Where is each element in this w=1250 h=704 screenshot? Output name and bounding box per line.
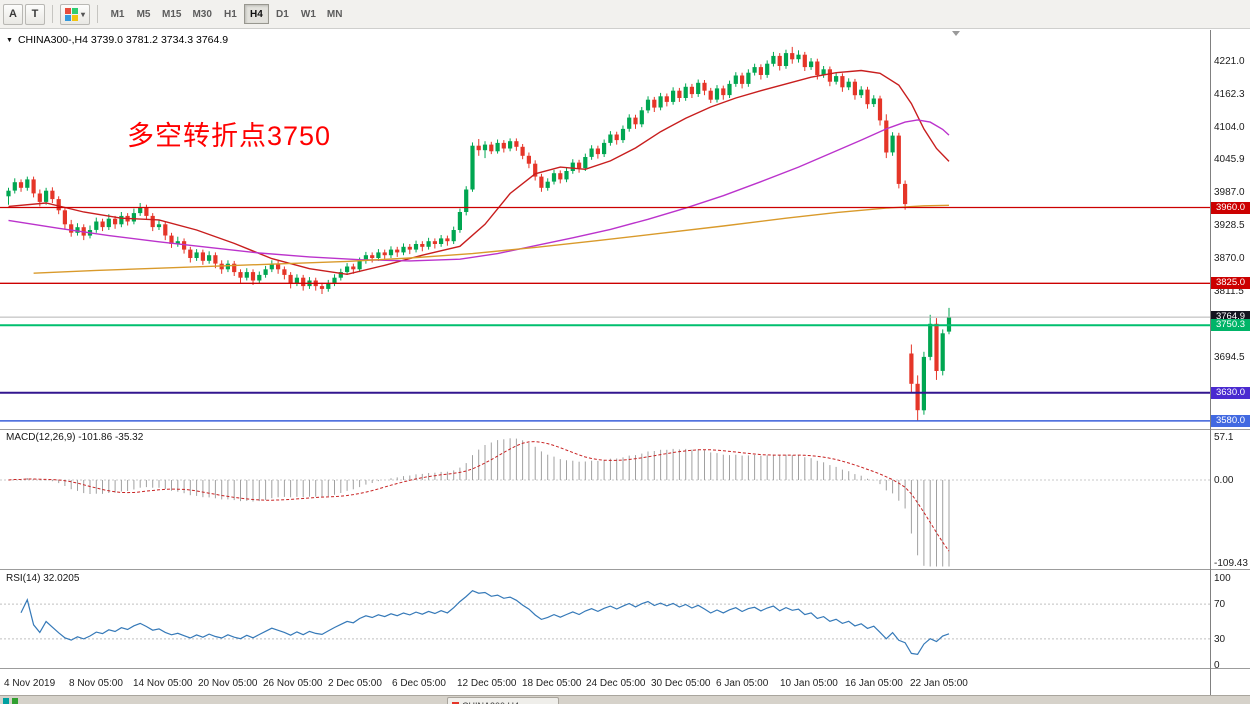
cursor-tool-button[interactable]: A (3, 3, 23, 25)
macd-value-main: -101.86 (78, 432, 113, 443)
ma-line-fast-red (8, 69, 950, 276)
timeframe-button-m1[interactable]: M1 (110, 8, 125, 20)
toolbar: A T ▾ M1 M5 M15 M30 H1 H4 D1 W1 MN (0, 0, 1250, 29)
chart-shift-marker-icon (952, 31, 960, 36)
rsi-name: RSI(14) (6, 573, 41, 584)
timeframe-group: M1 M5 M15 M30 H1 H4 D1 W1 MN (105, 4, 347, 24)
timeframe-button-w1[interactable]: W1 (300, 8, 316, 20)
timeframe-button-m15[interactable]: M15 (162, 8, 182, 20)
chart-annotation: 多空转折点3750 (127, 121, 332, 151)
rsi-line (20, 590, 950, 655)
macd-name: MACD(12,26,9) (6, 432, 76, 443)
toolbar-separator (52, 5, 53, 23)
timeframe-button-m30[interactable]: M30 (192, 8, 212, 20)
chart-tab-icon (452, 702, 459, 704)
taskbar-icon[interactable] (12, 698, 18, 704)
chart-tools-dropdown-button[interactable]: ▾ (60, 3, 91, 25)
chart-tabs-bar: CHINA300,H4 (0, 695, 1250, 704)
horizontal-lines-group (0, 206, 1210, 422)
rsi-label: RSI(14) 32.0205 (6, 573, 79, 584)
timeframe-button-m5[interactable]: M5 (136, 8, 151, 20)
rsi-value: 32.0205 (43, 573, 80, 584)
macd-value-signal: -35.32 (114, 432, 144, 443)
chart-tab-label: CHINA300,H4 (462, 701, 519, 704)
symbol-marker-icon: ▼ (6, 36, 13, 44)
timeframe-button-h1[interactable]: H1 (224, 8, 237, 20)
toolbar-separator (97, 5, 99, 23)
chevron-down-icon: ▾ (81, 9, 86, 19)
palette-icon (65, 7, 78, 21)
timeframe-button-h4[interactable]: H4 (243, 4, 269, 24)
macd-signal-line (8, 441, 950, 552)
ma-line-mid-magenta (8, 119, 950, 262)
chart-title-text: CHINA300-,H4 3739.0 3781.2 3734.3 3764.9 (17, 34, 229, 46)
chart-title: ▼ CHINA300-,H4 3739.0 3781.2 3734.3 3764… (6, 34, 228, 46)
chart-tab-china300[interactable]: CHINA300,H4 (447, 697, 559, 704)
timeframe-button-d1[interactable]: D1 (276, 8, 289, 20)
timeframe-button-mn[interactable]: MN (326, 8, 343, 20)
candles-group (6, 46, 952, 421)
ma-line-slow-orange (33, 204, 950, 274)
text-tool-button[interactable]: T (25, 3, 45, 25)
moving-averages-group (8, 69, 950, 276)
taskbar-icon[interactable] (3, 698, 9, 704)
macd-histogram-group (14, 438, 950, 567)
macd-label: MACD(12,26,9) -101.86 -35.32 (6, 432, 143, 443)
